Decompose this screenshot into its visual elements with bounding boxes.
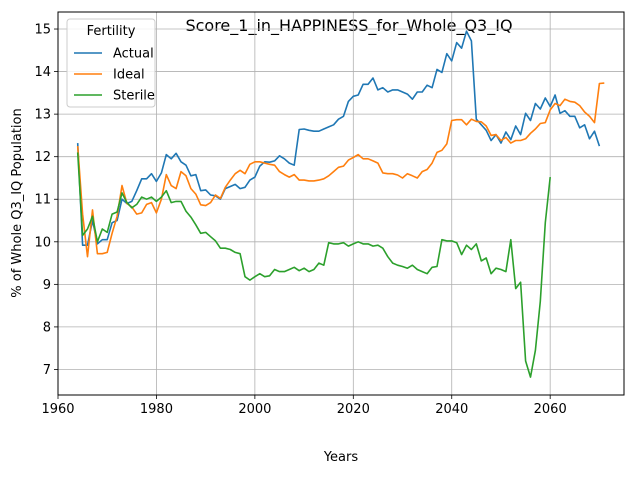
y-tick-label: 8 [43, 320, 51, 335]
legend: Fertility Actual Ideal Sterile [66, 18, 156, 108]
x-axis-label: Years [323, 450, 359, 465]
x-tick-label: 1960 [41, 402, 74, 417]
series-line-sterile [76, 152, 551, 378]
legend-title: Fertility [87, 24, 136, 39]
x-tick-label: 2000 [238, 402, 271, 417]
legend-box [66, 18, 156, 108]
y-tick-label: 12 [34, 150, 51, 165]
series-lines [76, 30, 605, 378]
series-line-actual [76, 30, 601, 246]
legend-label-actual: Actual [113, 47, 154, 62]
y-tick-label: 13 [34, 108, 51, 123]
y-tick-label: 10 [34, 235, 51, 250]
plot-frame [57, 11, 625, 396]
y-tick-label: 11 [34, 193, 51, 208]
x-tick-label: 2060 [534, 402, 567, 417]
legend-label-sterile: Sterile [113, 89, 155, 104]
x-tick-label: 2020 [337, 402, 370, 417]
grid-lines [57, 12, 624, 395]
y-tick-label: 9 [43, 278, 51, 293]
y-axis-label: % of Whole Q3_IQ Population [10, 108, 25, 297]
legend-label-ideal: Ideal [113, 68, 145, 83]
y-tick-label: 15 [34, 23, 51, 38]
y-tick-label: 14 [34, 65, 51, 80]
series-line-ideal [76, 82, 605, 258]
y-tick-label: 7 [43, 363, 51, 378]
axis-ticks: 1960 1980 2000 2020 2040 2060 7 8 9 10 11 12 13 14 15 [34, 23, 566, 417]
x-tick-label: 2040 [435, 402, 468, 417]
x-tick-label: 1980 [140, 402, 173, 417]
chart-title: Score_1_in_HAPPINESS_for_Whole_Q3_IQ [185, 16, 512, 36]
